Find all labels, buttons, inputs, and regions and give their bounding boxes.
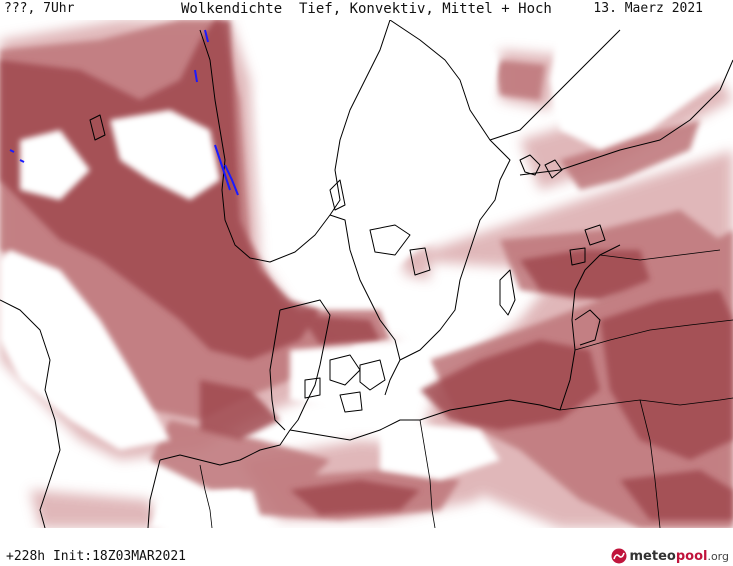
brand-accent: pool	[675, 548, 708, 564]
forecast-date: 13. Maerz 2021	[593, 1, 703, 16]
map-title: Wolkendichte Tief, Konvektiv, Mittel + H…	[181, 1, 552, 17]
meteopool-logo-icon	[611, 548, 626, 564]
map-footer: +228h Init:18Z03MAR2021 meteopool.org	[0, 528, 733, 566]
coastlines	[0, 20, 733, 528]
clear-sky-patches	[0, 20, 733, 528]
precip-markers	[9, 29, 239, 196]
forecast-run-info: +228h Init:18Z03MAR2021	[6, 549, 187, 564]
brand-main: meteo	[629, 548, 676, 564]
cloud-cover-map	[0, 20, 733, 528]
weekday-time-label: ???, 7Uhr	[4, 1, 75, 16]
meteopool-logo-link[interactable]: meteopool.org	[611, 546, 730, 566]
map-header: ???, 7Uhr Wolkendichte Tief, Konvektiv, …	[0, 0, 733, 20]
meteopool-wordmark: meteopool.org	[630, 549, 730, 564]
brand-tld: .org	[707, 549, 729, 563]
cloud-layer-dense	[0, 20, 733, 520]
